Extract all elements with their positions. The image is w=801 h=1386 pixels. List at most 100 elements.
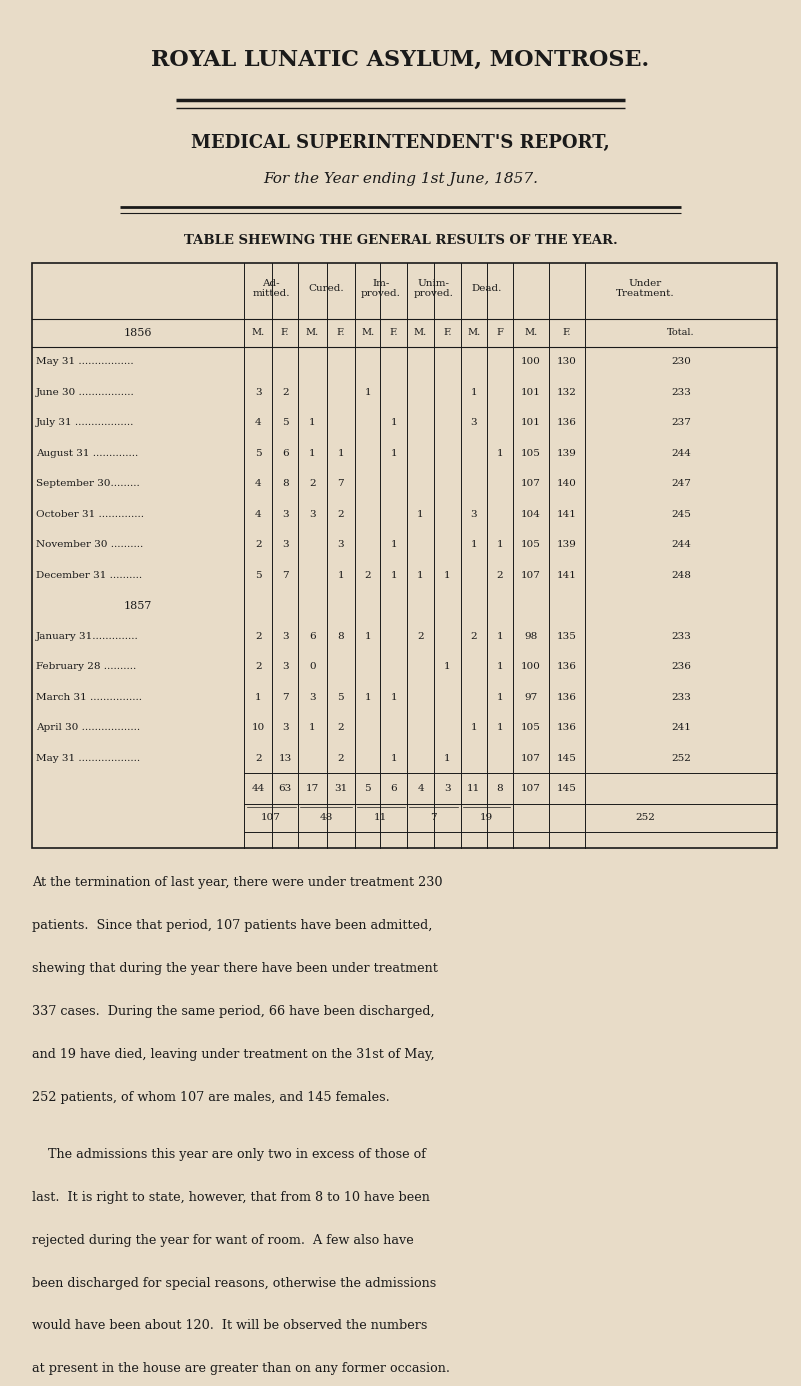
Text: 135: 135 — [557, 632, 577, 640]
Text: 252: 252 — [671, 754, 690, 762]
Text: 1: 1 — [497, 723, 503, 732]
Text: F.: F. — [389, 328, 398, 337]
Text: June 30 .................: June 30 ................. — [36, 388, 135, 396]
Text: F.: F. — [443, 328, 452, 337]
Text: 3: 3 — [309, 510, 316, 518]
Text: 130: 130 — [557, 358, 577, 366]
Text: 140: 140 — [557, 480, 577, 488]
Text: November 30 ..........: November 30 .......... — [36, 541, 143, 549]
Text: 141: 141 — [557, 510, 577, 518]
Text: 31: 31 — [334, 784, 348, 793]
Text: Under
Treatment.: Under Treatment. — [615, 279, 674, 298]
Text: 1: 1 — [444, 571, 451, 579]
Text: Ad-
mitted.: Ad- mitted. — [252, 279, 290, 298]
Text: Dead.: Dead. — [472, 284, 501, 292]
Text: 1: 1 — [390, 571, 397, 579]
Text: 11: 11 — [467, 784, 481, 793]
Text: For the Year ending 1st June, 1857.: For the Year ending 1st June, 1857. — [263, 172, 538, 186]
Text: 1: 1 — [309, 419, 316, 427]
Text: 107: 107 — [261, 814, 281, 822]
Text: 104: 104 — [521, 510, 541, 518]
Text: 5: 5 — [364, 784, 371, 793]
Text: 8: 8 — [337, 632, 344, 640]
Text: 132: 132 — [557, 388, 577, 396]
Text: 101: 101 — [521, 419, 541, 427]
Text: 3: 3 — [337, 541, 344, 549]
Text: 1: 1 — [390, 693, 397, 701]
Text: last.  It is right to state, however, that from 8 to 10 have been: last. It is right to state, however, tha… — [32, 1191, 430, 1203]
Text: 100: 100 — [521, 663, 541, 671]
Text: 1: 1 — [417, 510, 424, 518]
Text: 2: 2 — [417, 632, 424, 640]
Text: 2: 2 — [255, 754, 262, 762]
Text: 107: 107 — [521, 784, 541, 793]
Text: 3: 3 — [282, 723, 288, 732]
Text: 236: 236 — [671, 663, 690, 671]
Text: 13: 13 — [279, 754, 292, 762]
Text: 2: 2 — [282, 388, 288, 396]
Text: 7: 7 — [282, 571, 288, 579]
Text: 1: 1 — [417, 571, 424, 579]
Text: 4: 4 — [255, 480, 262, 488]
Text: F: F — [497, 328, 503, 337]
Text: 5: 5 — [337, 693, 344, 701]
Text: March 31 ................: March 31 ................ — [36, 693, 142, 701]
Text: 248: 248 — [671, 571, 690, 579]
Text: October 31 ..............: October 31 .............. — [36, 510, 144, 518]
Text: 1: 1 — [470, 388, 477, 396]
Text: 1: 1 — [364, 388, 371, 396]
Text: 1: 1 — [497, 663, 503, 671]
Text: 19: 19 — [480, 814, 493, 822]
Text: 1: 1 — [337, 571, 344, 579]
Text: TABLE SHEWING THE GENERAL RESULTS OF THE YEAR.: TABLE SHEWING THE GENERAL RESULTS OF THE… — [183, 234, 618, 247]
Text: 97: 97 — [524, 693, 537, 701]
Text: February 28 ..........: February 28 .......... — [36, 663, 136, 671]
Text: rejected during the year for want of room.  A few also have: rejected during the year for want of roo… — [32, 1234, 414, 1246]
Text: Total.: Total. — [667, 328, 694, 337]
Text: 0: 0 — [309, 663, 316, 671]
Text: 1: 1 — [444, 754, 451, 762]
Text: 1: 1 — [309, 449, 316, 457]
Text: 3: 3 — [309, 693, 316, 701]
Text: 48: 48 — [320, 814, 333, 822]
Text: 4: 4 — [417, 784, 424, 793]
Text: 1: 1 — [497, 541, 503, 549]
Text: 1: 1 — [390, 754, 397, 762]
Text: 2: 2 — [470, 632, 477, 640]
Text: 63: 63 — [279, 784, 292, 793]
Text: 3: 3 — [282, 632, 288, 640]
Text: 3: 3 — [282, 663, 288, 671]
Text: 145: 145 — [557, 754, 577, 762]
Text: 245: 245 — [671, 510, 690, 518]
Text: September 30.........: September 30......... — [36, 480, 140, 488]
Text: 233: 233 — [671, 632, 690, 640]
Text: 107: 107 — [521, 480, 541, 488]
Text: 230: 230 — [671, 358, 690, 366]
Text: 136: 136 — [557, 723, 577, 732]
Text: 3: 3 — [282, 541, 288, 549]
Text: 145: 145 — [557, 784, 577, 793]
Text: and 19 have died, leaving under treatment on the 31st of May,: and 19 have died, leaving under treatmen… — [32, 1048, 435, 1060]
Text: 1: 1 — [497, 632, 503, 640]
Text: 252: 252 — [635, 814, 654, 822]
Text: 17: 17 — [306, 784, 319, 793]
Text: 136: 136 — [557, 419, 577, 427]
Text: 6: 6 — [282, 449, 288, 457]
Text: M.: M. — [467, 328, 481, 337]
Text: 10: 10 — [252, 723, 265, 732]
Text: 6: 6 — [390, 784, 397, 793]
Text: 2: 2 — [255, 541, 262, 549]
Text: shewing that during the year there have been under treatment: shewing that during the year there have … — [32, 962, 438, 974]
Text: Im-
proved.: Im- proved. — [361, 279, 400, 298]
Text: M.: M. — [414, 328, 427, 337]
Text: 105: 105 — [521, 449, 541, 457]
Text: 237: 237 — [671, 419, 690, 427]
Text: 1: 1 — [470, 723, 477, 732]
Text: 2: 2 — [255, 663, 262, 671]
Text: 6: 6 — [309, 632, 316, 640]
Text: 3: 3 — [255, 388, 262, 396]
Text: Cured.: Cured. — [308, 284, 344, 292]
Text: 1: 1 — [390, 419, 397, 427]
Text: 247: 247 — [671, 480, 690, 488]
Text: M.: M. — [252, 328, 265, 337]
